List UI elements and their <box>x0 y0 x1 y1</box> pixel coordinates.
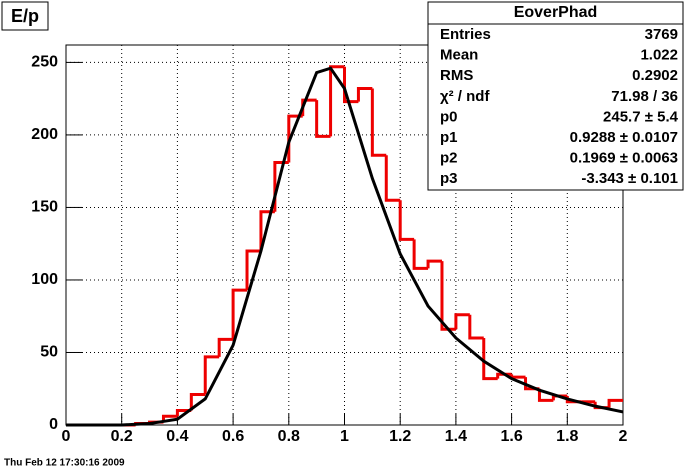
histogram-bin <box>384 155 401 202</box>
x-tick-label: 0.6 <box>222 428 244 445</box>
histogram-bin <box>412 239 429 270</box>
stats-value: 245.7 ± 5.4 <box>603 108 679 125</box>
histogram-bin <box>370 88 387 157</box>
histogram-bin <box>245 249 261 291</box>
x-tick-label: 2 <box>619 428 628 445</box>
stats-value: 0.2902 <box>632 67 678 84</box>
histogram-bin <box>537 388 554 402</box>
x-tick-label: 0.8 <box>278 428 300 445</box>
x-tick-label: 0 <box>62 428 71 445</box>
stats-value: 0.1969 ± 0.0063 <box>570 150 678 167</box>
histogram-bin <box>440 261 456 331</box>
histogram-bin <box>343 66 359 104</box>
histogram-bin <box>607 398 623 408</box>
histogram-bin <box>468 314 484 340</box>
stats-name: Entries <box>440 26 491 43</box>
x-tick-label: 0.4 <box>166 428 188 445</box>
timestamp: Thu Feb 12 17:30:16 2009 <box>4 458 125 469</box>
stats-value: -3.343 ± 0.101 <box>581 170 678 187</box>
histogram-bin <box>454 313 470 330</box>
x-tick-label: 1.2 <box>389 428 411 445</box>
y-tick-label: 100 <box>31 271 58 288</box>
stats-value: 3769 <box>645 26 678 43</box>
stats-name: Mean <box>440 47 478 64</box>
x-tick-label: 0.2 <box>111 428 133 445</box>
x-tick-label: 1 <box>340 428 349 445</box>
stats-title: EoverPhad <box>514 4 598 21</box>
stats-name: p3 <box>440 170 458 187</box>
y-tick-label: 200 <box>31 126 58 143</box>
histogram-bin <box>175 408 192 417</box>
histogram-bin <box>189 393 206 411</box>
stats-name: p0 <box>440 108 458 125</box>
stats-name: p2 <box>440 150 458 167</box>
x-tick-label: 1.8 <box>556 428 578 445</box>
histogram-bin <box>217 337 234 357</box>
stats-value: 0.9288 ± 0.0107 <box>570 129 678 146</box>
stats-value: 1.022 <box>640 47 678 64</box>
y-tick-label: 150 <box>31 199 58 216</box>
y-tick-label: 250 <box>31 54 58 71</box>
x-tick-label: 1.4 <box>445 428 467 445</box>
histogram-bin <box>315 100 331 138</box>
stats-name: p1 <box>440 129 458 146</box>
histogram-bin <box>231 288 248 340</box>
stats-box <box>427 1 684 191</box>
fit-curve <box>66 66 624 427</box>
stats-name: χ² / ndf <box>440 88 490 105</box>
stats-name: RMS <box>440 67 473 84</box>
histogram-bin <box>482 337 498 381</box>
histogram-bin <box>203 355 220 395</box>
title-box <box>1 1 49 31</box>
y-tick-label: 0 <box>49 416 58 433</box>
histogram-bin <box>426 259 442 269</box>
histogram-bin <box>356 87 373 102</box>
stats-value: 71.98 / 36 <box>611 88 678 105</box>
chart-title: E/p <box>11 6 39 26</box>
y-tick-label: 50 <box>40 344 58 361</box>
x-tick-label: 1.6 <box>500 428 522 445</box>
histogram-bin <box>398 200 415 241</box>
